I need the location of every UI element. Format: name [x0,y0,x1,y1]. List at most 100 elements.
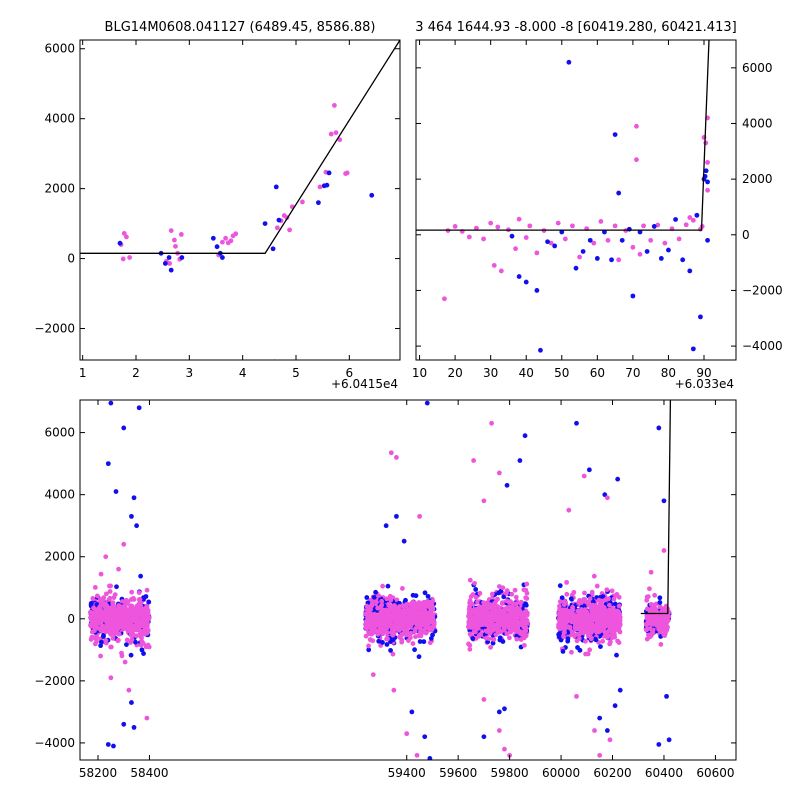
x-tick-label: 60200 [593,766,631,780]
blue-data-point [134,523,139,529]
blue-data-point [574,420,579,426]
pink-data-point [523,595,529,601]
pink-data-point [517,610,522,616]
pink-data-point [495,224,501,230]
pink-data-point [598,219,604,224]
pink-data-point [610,609,616,615]
blue-data-point [214,244,220,250]
blue-data-point [566,59,572,65]
pink-data-point [594,583,600,589]
pink-data-point [555,220,561,226]
pink-data-point [491,637,497,642]
blue-data-point [129,700,134,705]
pink-data-point [604,495,610,501]
pink-data-point [378,609,384,615]
pink-data-point [388,450,394,456]
blue-data-point [326,170,332,176]
y-tick-label: 4000 [44,112,75,126]
pink-data-point [611,634,617,640]
pink-data-point [676,236,682,242]
pink-data-point [616,257,622,263]
pink-data-point [597,752,603,758]
model-line [416,40,710,231]
pink-data-point [658,641,664,647]
pink-data-point [661,548,667,553]
blue-data-point [523,279,529,285]
pink-data-point [648,237,654,243]
pink-data-point [88,637,94,642]
blue-data-point [470,636,476,641]
x-tick-label: 60600 [696,766,734,780]
blue-data-point [373,589,379,595]
blue-data-point [612,703,618,709]
pink-data-point [403,603,409,609]
pink-data-point [146,615,152,620]
x-tick-label: 10 [412,366,427,380]
blue-data-point [612,132,618,138]
pink-data-point [617,614,623,620]
blue-data-point [501,594,507,600]
pink-data-point [488,220,494,226]
pink-data-point [172,237,177,243]
pink-data-point [123,602,128,608]
y-tick-label: 6000 [742,61,773,75]
pink-data-point [390,651,396,657]
blue-data-point [609,257,614,263]
pink-data-point [417,612,422,617]
pink-data-point [427,640,433,646]
pink-data-point [103,613,108,619]
blue-data-point [262,221,268,227]
blue-data-point [143,594,149,599]
pink-data-point [368,637,374,643]
pink-data-point [134,624,140,630]
pink-data-point [404,731,410,737]
pink-data-point [569,630,575,636]
blue-data-point [612,601,618,607]
blue-data-point [422,590,428,596]
blue-data-point [481,734,487,740]
pink-data-point [569,615,575,621]
pink-data-point [377,626,383,631]
top-right-x-offset-label: +6.033e4 [675,377,734,391]
blue-data-point [422,734,428,740]
pink-data-point [592,728,597,733]
pink-data-point [116,607,122,613]
pink-data-point [98,603,104,608]
pink-data-point [344,170,350,176]
pink-data-point [480,620,485,626]
pink-data-point [395,609,401,615]
blue-data-point [98,639,104,645]
top-right-plot-area: 10 20 30 40 50 60 70 80 90 −4000 −2000 0 2000 4000 600… [412,40,783,380]
pink-data-point [499,609,505,615]
blue-data-point [417,639,423,644]
pink-data-point [431,623,436,628]
blue-data-point [619,237,625,243]
pink-data-point [143,608,149,614]
blue-data-point [101,634,106,639]
pink-data-point [332,102,337,108]
pink-data-point [380,583,386,589]
pink-data-point [399,615,405,621]
pink-data-point [412,628,418,634]
blue-data-point [661,498,667,504]
pink-data-point [131,632,137,638]
blue-data-point [117,240,123,246]
bottom-plot-area: 58200 58400 59400 59600 59800 60000 60200 60400… [34,400,736,780]
blue-data-point [316,200,321,206]
pink-data-point [616,640,622,645]
pink-data-point [508,599,513,604]
pink-data-point [509,591,515,597]
pink-data-point [604,587,610,593]
pink-data-point [634,123,639,129]
pink-data-point [408,620,414,626]
pink-data-point [527,223,533,229]
pink-data-point [98,614,103,620]
pink-data-point [103,591,109,597]
pink-data-point [510,621,516,626]
blue-data-point [509,233,515,239]
blue-data-point [502,706,507,712]
pink-data-point [414,752,420,758]
pink-data-point [413,601,419,607]
pink-data-point [616,603,622,609]
pink-data-point [521,624,527,630]
